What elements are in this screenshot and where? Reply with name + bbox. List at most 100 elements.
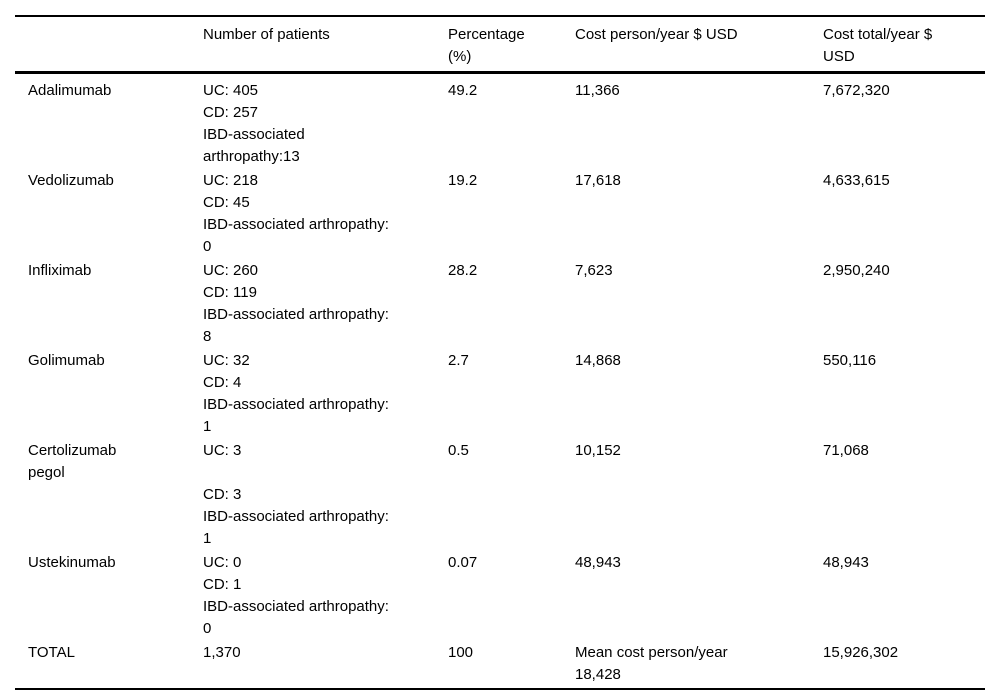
biologics-cost-table: Number of patients Percentage (%) Cost p… — [15, 15, 985, 690]
number-of-patients-cell: UC: 405 CD: 257 IBD-associated arthropathy:… — [203, 73, 448, 169]
cell-line: 71,068 — [823, 442, 869, 459]
percentage-cell: 19.2 — [448, 168, 575, 258]
cell-line: Mean cost person/year — [575, 644, 728, 661]
cell-line: 1 — [203, 530, 212, 547]
cost-person-year-cell: Mean cost person/year 18,428 — [575, 640, 823, 690]
percentage-cell: 0.07 — [448, 550, 575, 640]
drug-name-cell: Golimumab — [15, 348, 203, 438]
table-header: Number of patients Percentage (%) Cost p… — [15, 15, 985, 74]
cell-line: 100 — [448, 644, 474, 661]
header-cost-total-year: Cost total/year $ USD — [823, 15, 985, 74]
cost-person-year-cell: 14,868 — [575, 348, 823, 438]
cell-line: 18,428 — [575, 666, 621, 683]
cell-line: 0.07 — [448, 554, 478, 571]
table-row: Golimumab UC: 32 CD: 4 IBD-associated arthr… — [15, 348, 985, 438]
cost-total-year-cell: 15,926,302 — [823, 640, 985, 690]
header-percentage-label-line1: Percentage — [448, 26, 525, 43]
table-body: Adalimumab UC: 405 CD: 257 IBD-associated ar… — [15, 73, 985, 690]
cost-total-year-cell: 48,943 — [823, 550, 985, 640]
drug-name-cell: TOTAL — [15, 640, 203, 690]
cell-line: 10,152 — [575, 442, 621, 459]
cell-line: 8 — [203, 328, 212, 345]
cost-total-year-cell: 2,950,240 — [823, 258, 985, 348]
percentage-cell: 49.2 — [448, 73, 575, 169]
header-cost-person-year-label: Cost person/year $ USD — [575, 26, 738, 43]
cell-line: IBD-associated arthropathy: — [203, 598, 389, 615]
header-drug-label — [28, 24, 203, 46]
number-of-patients-cell: UC: 218 CD: 45 IBD-associated arthropathy:… — [203, 168, 448, 258]
cost-total-year-cell: 550,116 — [823, 348, 985, 438]
number-of-patients-cell: UC: 3 CD: 3 IBD-associated arthropathy: 1 — [203, 438, 448, 550]
cell-line: 0 — [203, 620, 212, 637]
drug-name-cell: Infliximab — [15, 258, 203, 348]
cell-line: 11,366 — [575, 82, 620, 99]
cost-person-year-cell: 7,623 — [575, 258, 823, 348]
header-number-of-patients: Number of patients — [203, 15, 448, 74]
drug-name-cell: Ustekinumab — [15, 550, 203, 640]
cell-line: UC: 405 — [203, 82, 259, 99]
header-cost-total-year-label-line2: USD — [823, 48, 855, 65]
cell-line: IBD-associated arthropathy: — [203, 508, 389, 525]
header-cost-total-year-label-line1: Cost total/year $ — [823, 26, 933, 43]
cell-line: 17,618 — [575, 172, 621, 189]
drug-name-cell: Adalimumab — [15, 73, 203, 169]
cell-line: 14,868 — [575, 352, 621, 369]
cell-line: UC: 218 — [203, 172, 259, 189]
cell-line: Infliximab — [28, 262, 92, 279]
number-of-patients-cell: UC: 0 CD: 1 IBD-associated arthropathy: 0 — [203, 550, 448, 640]
cell-line: 48,943 — [575, 554, 621, 571]
drug-name-cell: Vedolizumab — [15, 168, 203, 258]
cell-line: 7,623 — [575, 262, 613, 279]
cell-line: IBD-associated arthropathy: — [203, 396, 389, 413]
cell-line: 4,633,615 — [823, 172, 890, 189]
cost-person-year-cell: 10,152 — [575, 438, 823, 550]
cell-line: IBD-associated — [203, 126, 305, 143]
cell-line: 2,950,240 — [823, 262, 890, 279]
cell-line: Certolizumab — [28, 442, 117, 459]
cell-line: CD: 119 — [203, 284, 257, 301]
cell-line: 2.7 — [448, 352, 469, 369]
cell-line: IBD-associated arthropathy: — [203, 306, 389, 323]
header-percentage-label-line2: (%) — [448, 48, 472, 65]
cell-line: Ustekinumab — [28, 554, 116, 571]
cell-line: 19.2 — [448, 172, 478, 189]
cell-line: pegol — [28, 464, 65, 481]
cell-line: 28.2 — [448, 262, 478, 279]
cell-line: 0 — [203, 238, 212, 255]
cell-line: 15,926,302 — [823, 644, 899, 661]
table-header-row: Number of patients Percentage (%) Cost p… — [15, 15, 985, 74]
cell-line — [203, 462, 448, 484]
table-row: Ustekinumab UC: 0 CD: 1 IBD-associated arth… — [15, 550, 985, 640]
table-row: Vedolizumab UC: 218 CD: 45 IBD-associated a… — [15, 168, 985, 258]
table-row: TOTAL 1,370 100 Mean cost person/year 18,428… — [15, 640, 985, 690]
cost-person-year-cell: 11,366 — [575, 73, 823, 169]
number-of-patients-cell: UC: 260 CD: 119 IBD-associated arthropathy… — [203, 258, 448, 348]
cell-line: CD: 257 — [203, 104, 259, 121]
header-percentage: Percentage (%) — [448, 15, 575, 74]
table-row: Infliximab UC: 260 CD: 119 IBD-associated a… — [15, 258, 985, 348]
cell-line: UC: 3 — [203, 442, 242, 459]
cell-line: TOTAL — [28, 644, 75, 661]
cell-line: UC: 0 — [203, 554, 242, 571]
cell-line: CD: 3 — [203, 486, 242, 503]
cell-line: Vedolizumab — [28, 172, 114, 189]
cost-person-year-cell: 17,618 — [575, 168, 823, 258]
cell-line: Golimumab — [28, 352, 105, 369]
header-number-of-patients-label: Number of patients — [203, 26, 330, 43]
number-of-patients-cell: 1,370 — [203, 640, 448, 690]
cell-line: 1 — [203, 418, 212, 435]
cell-line: arthropathy:13 — [203, 148, 300, 165]
cell-line: 0.5 — [448, 442, 469, 459]
cell-line: 550,116 — [823, 352, 877, 369]
cost-table: Number of patients Percentage (%) Cost p… — [15, 15, 985, 690]
cell-line: UC: 32 — [203, 352, 250, 369]
cell-line: 49.2 — [448, 82, 478, 99]
cell-line: Adalimumab — [28, 82, 112, 99]
cost-person-year-cell: 48,943 — [575, 550, 823, 640]
percentage-cell: 28.2 — [448, 258, 575, 348]
header-drug-column — [15, 15, 203, 74]
percentage-cell: 0.5 — [448, 438, 575, 550]
cell-line: 48,943 — [823, 554, 869, 571]
cost-total-year-cell: 7,672,320 — [823, 73, 985, 169]
cell-line: CD: 4 — [203, 374, 242, 391]
